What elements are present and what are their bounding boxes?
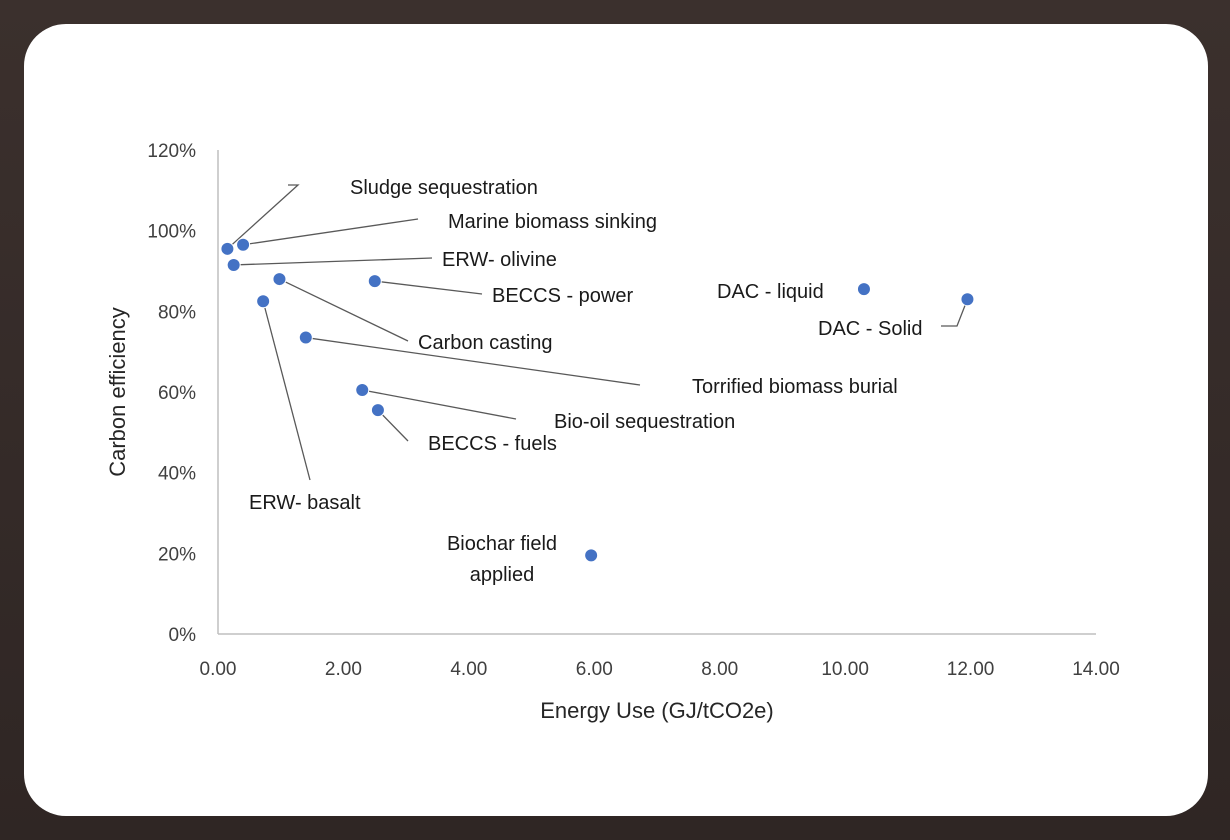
y-tick-label: 80% (158, 302, 196, 323)
point-beccs-power (367, 274, 382, 289)
y-tick-label: 40% (158, 464, 196, 485)
leader-line-marine-biomass-sinking (242, 218, 419, 246)
point-label-erw-olivine: ERW- olivine (442, 249, 557, 271)
slide-card (24, 24, 1208, 816)
point-label-beccs-fuels: BECCS - fuels (428, 433, 557, 455)
point-label-marine-biomass-sinking: Marine biomass sinking (448, 211, 657, 233)
point-label-dac-liquid: DAC - liquid (717, 281, 824, 303)
y-tick-label: 120% (147, 141, 196, 162)
leader-line-dac-solid (941, 298, 969, 327)
point-beccs-fuels (370, 403, 385, 418)
point-label-carbon-casting: Carbon casting (418, 332, 553, 354)
leader-line-beccs-fuels (377, 409, 409, 442)
point-label-biochar-field-applied: applied (470, 564, 535, 586)
point-carbon-casting (272, 272, 287, 287)
point-label-biochar-field-applied: Biochar field (447, 533, 557, 555)
leader-line-erw-olivine (233, 257, 433, 266)
x-tick-label: 8.00 (701, 659, 738, 680)
x-tick-label: 6.00 (576, 659, 613, 680)
x-tick-label: 10.00 (821, 659, 869, 680)
leader-line-torrified-biomass-burial (305, 336, 641, 386)
point-sludge-sequestration (220, 241, 235, 256)
point-erw-olivine (226, 257, 241, 272)
point-dac-solid (960, 292, 975, 307)
y-tick-label: 100% (147, 222, 196, 243)
x-tick-label: 2.00 (325, 659, 362, 680)
point-erw-basalt (256, 294, 271, 309)
leader-line-bio-oil-sequestration (362, 389, 517, 420)
point-label-bio-oil-sequestration: Bio-oil sequestration (554, 411, 735, 433)
x-tick-label: 12.00 (947, 659, 995, 680)
leader-lines (226, 184, 969, 481)
y-tick-labels: 0% 20% 40% 60% 80% 100% 120% (147, 141, 196, 646)
data-points (220, 237, 975, 563)
point-label-beccs-power: BECCS - power (492, 285, 633, 307)
y-tick-label: 20% (158, 544, 196, 565)
point-bio-oil-sequestration (355, 382, 370, 397)
point-dac-liquid (856, 282, 871, 297)
point-biochar-field-applied (584, 548, 599, 563)
point-torrified-biomass-burial (298, 330, 313, 345)
x-tick-label: 0.00 (200, 659, 237, 680)
y-tick-label: 0% (169, 625, 197, 646)
point-label-sludge-sequestration: Sludge sequestration (350, 177, 538, 199)
point-labels: Sludge sequestration Marine biomass sinki… (249, 177, 922, 586)
point-label-torrified-biomass-burial: Torrified biomass burial (692, 376, 898, 398)
leader-line-carbon-casting (279, 278, 409, 342)
point-label-erw-basalt: ERW- basalt (249, 492, 361, 514)
x-tick-labels: 0.00 2.00 4.00 6.00 8.00 10.00 12.00 14.00 (200, 659, 1120, 680)
leader-line-beccs-power (374, 280, 483, 295)
x-tick-label: 14.00 (1072, 659, 1120, 680)
axes (217, 150, 1096, 635)
x-tick-label: 4.00 (450, 659, 487, 680)
y-axis-title: Carbon efficiency (105, 307, 130, 477)
leader-line-erw-basalt (262, 301, 311, 481)
x-axis-title: Energy Use (GJ/tCO2e) (540, 698, 774, 723)
leader-line-sludge-sequestration (226, 184, 300, 250)
point-marine-biomass-sinking (236, 237, 251, 252)
y-tick-label: 60% (158, 383, 196, 404)
point-label-dac-solid: DAC - Solid (818, 318, 922, 340)
